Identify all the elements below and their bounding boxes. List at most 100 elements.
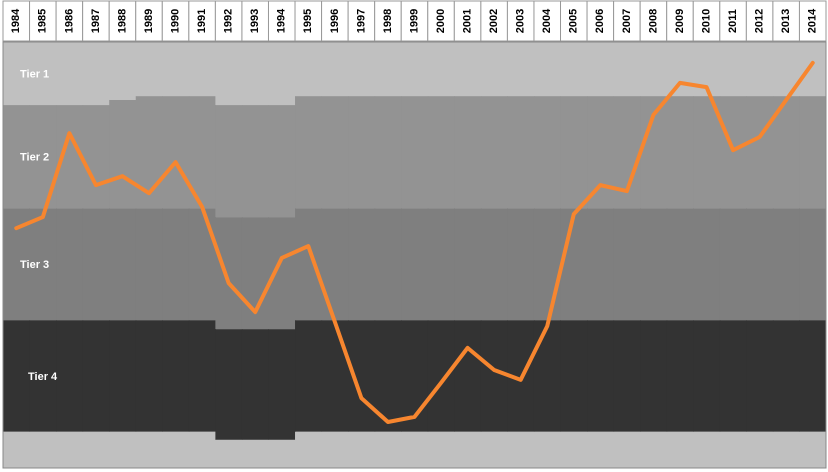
tier-band: [719, 42, 747, 97]
tier-band: [507, 96, 535, 209]
x-tick-label: 1994: [276, 8, 288, 33]
tier-band: [560, 96, 588, 209]
tier-band: [241, 329, 269, 440]
base-band: [613, 431, 641, 468]
tier-band: [215, 105, 243, 218]
x-tick-label: 2010: [700, 9, 712, 33]
base-band: [295, 431, 323, 468]
tier-band: [295, 42, 323, 97]
year-cell: [692, 0, 721, 42]
tier-band: [666, 96, 694, 209]
series-line: [14, 60, 815, 424]
tier-band: [109, 99, 137, 209]
year-cell: [294, 0, 323, 42]
tier-band: [29, 320, 57, 432]
year-cell: [161, 0, 190, 42]
base-band: [135, 431, 163, 468]
tier-band: [401, 208, 429, 321]
base-band: [348, 431, 376, 468]
tier-band: [188, 42, 216, 97]
tier-band: [560, 208, 588, 321]
tier-band: [719, 208, 747, 321]
tier-band: [321, 42, 349, 97]
base-band: [772, 431, 800, 468]
tier-band: [613, 42, 641, 97]
tier-band: [799, 320, 827, 432]
x-tick-label: 1993: [249, 9, 261, 33]
x-tick-label: 2012: [754, 9, 766, 33]
x-tick-label: 1997: [355, 9, 367, 33]
year-cell: [214, 0, 243, 42]
x-tick-label: 1999: [408, 9, 420, 33]
tier-band: [215, 217, 243, 330]
base-band: [507, 431, 535, 468]
tier-label: Tier 3: [20, 259, 49, 271]
year-cell: [719, 0, 747, 42]
tier-band: [507, 42, 535, 97]
tier-band: [56, 320, 84, 432]
plot-border: [2, 41, 827, 469]
x-tick-label: 2009: [674, 9, 686, 33]
x-tick-label: 2008: [647, 9, 659, 33]
tier-band: [507, 208, 535, 321]
base-band: [427, 431, 455, 468]
tier-band: [746, 42, 774, 97]
tier-band: [295, 208, 323, 321]
base-band: [401, 431, 429, 468]
tier-label: Tier 1: [20, 69, 49, 81]
x-tick-label: 2000: [435, 9, 447, 33]
base-band: [480, 431, 508, 468]
tier-band: [3, 42, 31, 106]
base-band: [82, 431, 110, 468]
x-tick-label: 1989: [143, 9, 155, 33]
tier-band: [772, 208, 800, 321]
year-cell: [29, 0, 57, 42]
base-band: [268, 439, 296, 468]
tier-band: [3, 320, 31, 432]
tier-band: [241, 105, 269, 218]
tier-band: [162, 96, 190, 209]
tier-band: [587, 320, 615, 432]
base-band: [587, 431, 615, 468]
year-cell: [427, 0, 455, 42]
x-tick-label: 2006: [594, 9, 606, 33]
base-band: [3, 431, 31, 468]
year-cell: [135, 0, 163, 42]
year-cell: [560, 0, 588, 42]
tier-band: [56, 208, 84, 321]
year-cell: [321, 0, 349, 42]
year-cell: [639, 0, 668, 42]
tier-band: [693, 208, 721, 321]
tier-band: [82, 320, 110, 432]
tier-band: [640, 320, 668, 432]
year-cell: [55, 0, 84, 42]
x-tick-label: 1992: [223, 9, 235, 33]
year-cell: [347, 0, 376, 42]
tier-band: [587, 208, 615, 321]
tier-band: [82, 208, 110, 321]
tier-band: [640, 208, 668, 321]
year-cell: [533, 0, 562, 42]
year-cell: [506, 0, 535, 42]
tier-band: [560, 42, 588, 97]
base-band: [454, 431, 482, 468]
year-cell: [400, 0, 429, 42]
x-tick-label: 1991: [196, 9, 208, 33]
tier-band: [162, 320, 190, 432]
tier-band: [109, 208, 137, 321]
tier-band: [799, 208, 827, 321]
tier-band: [188, 320, 216, 432]
x-tick-label: 2014: [807, 8, 819, 33]
tier-band: [268, 42, 296, 106]
tier-band: [693, 96, 721, 209]
tier-band: [321, 320, 349, 432]
year-cell: [745, 0, 774, 42]
tier-band: [215, 329, 243, 440]
x-tick-label: 2005: [568, 9, 580, 33]
tier-label: Tier 4: [28, 371, 58, 383]
tier-band: [29, 42, 57, 106]
tier-band: [480, 208, 508, 321]
tier-band: [295, 320, 323, 432]
x-tick-label: 2001: [462, 9, 474, 33]
